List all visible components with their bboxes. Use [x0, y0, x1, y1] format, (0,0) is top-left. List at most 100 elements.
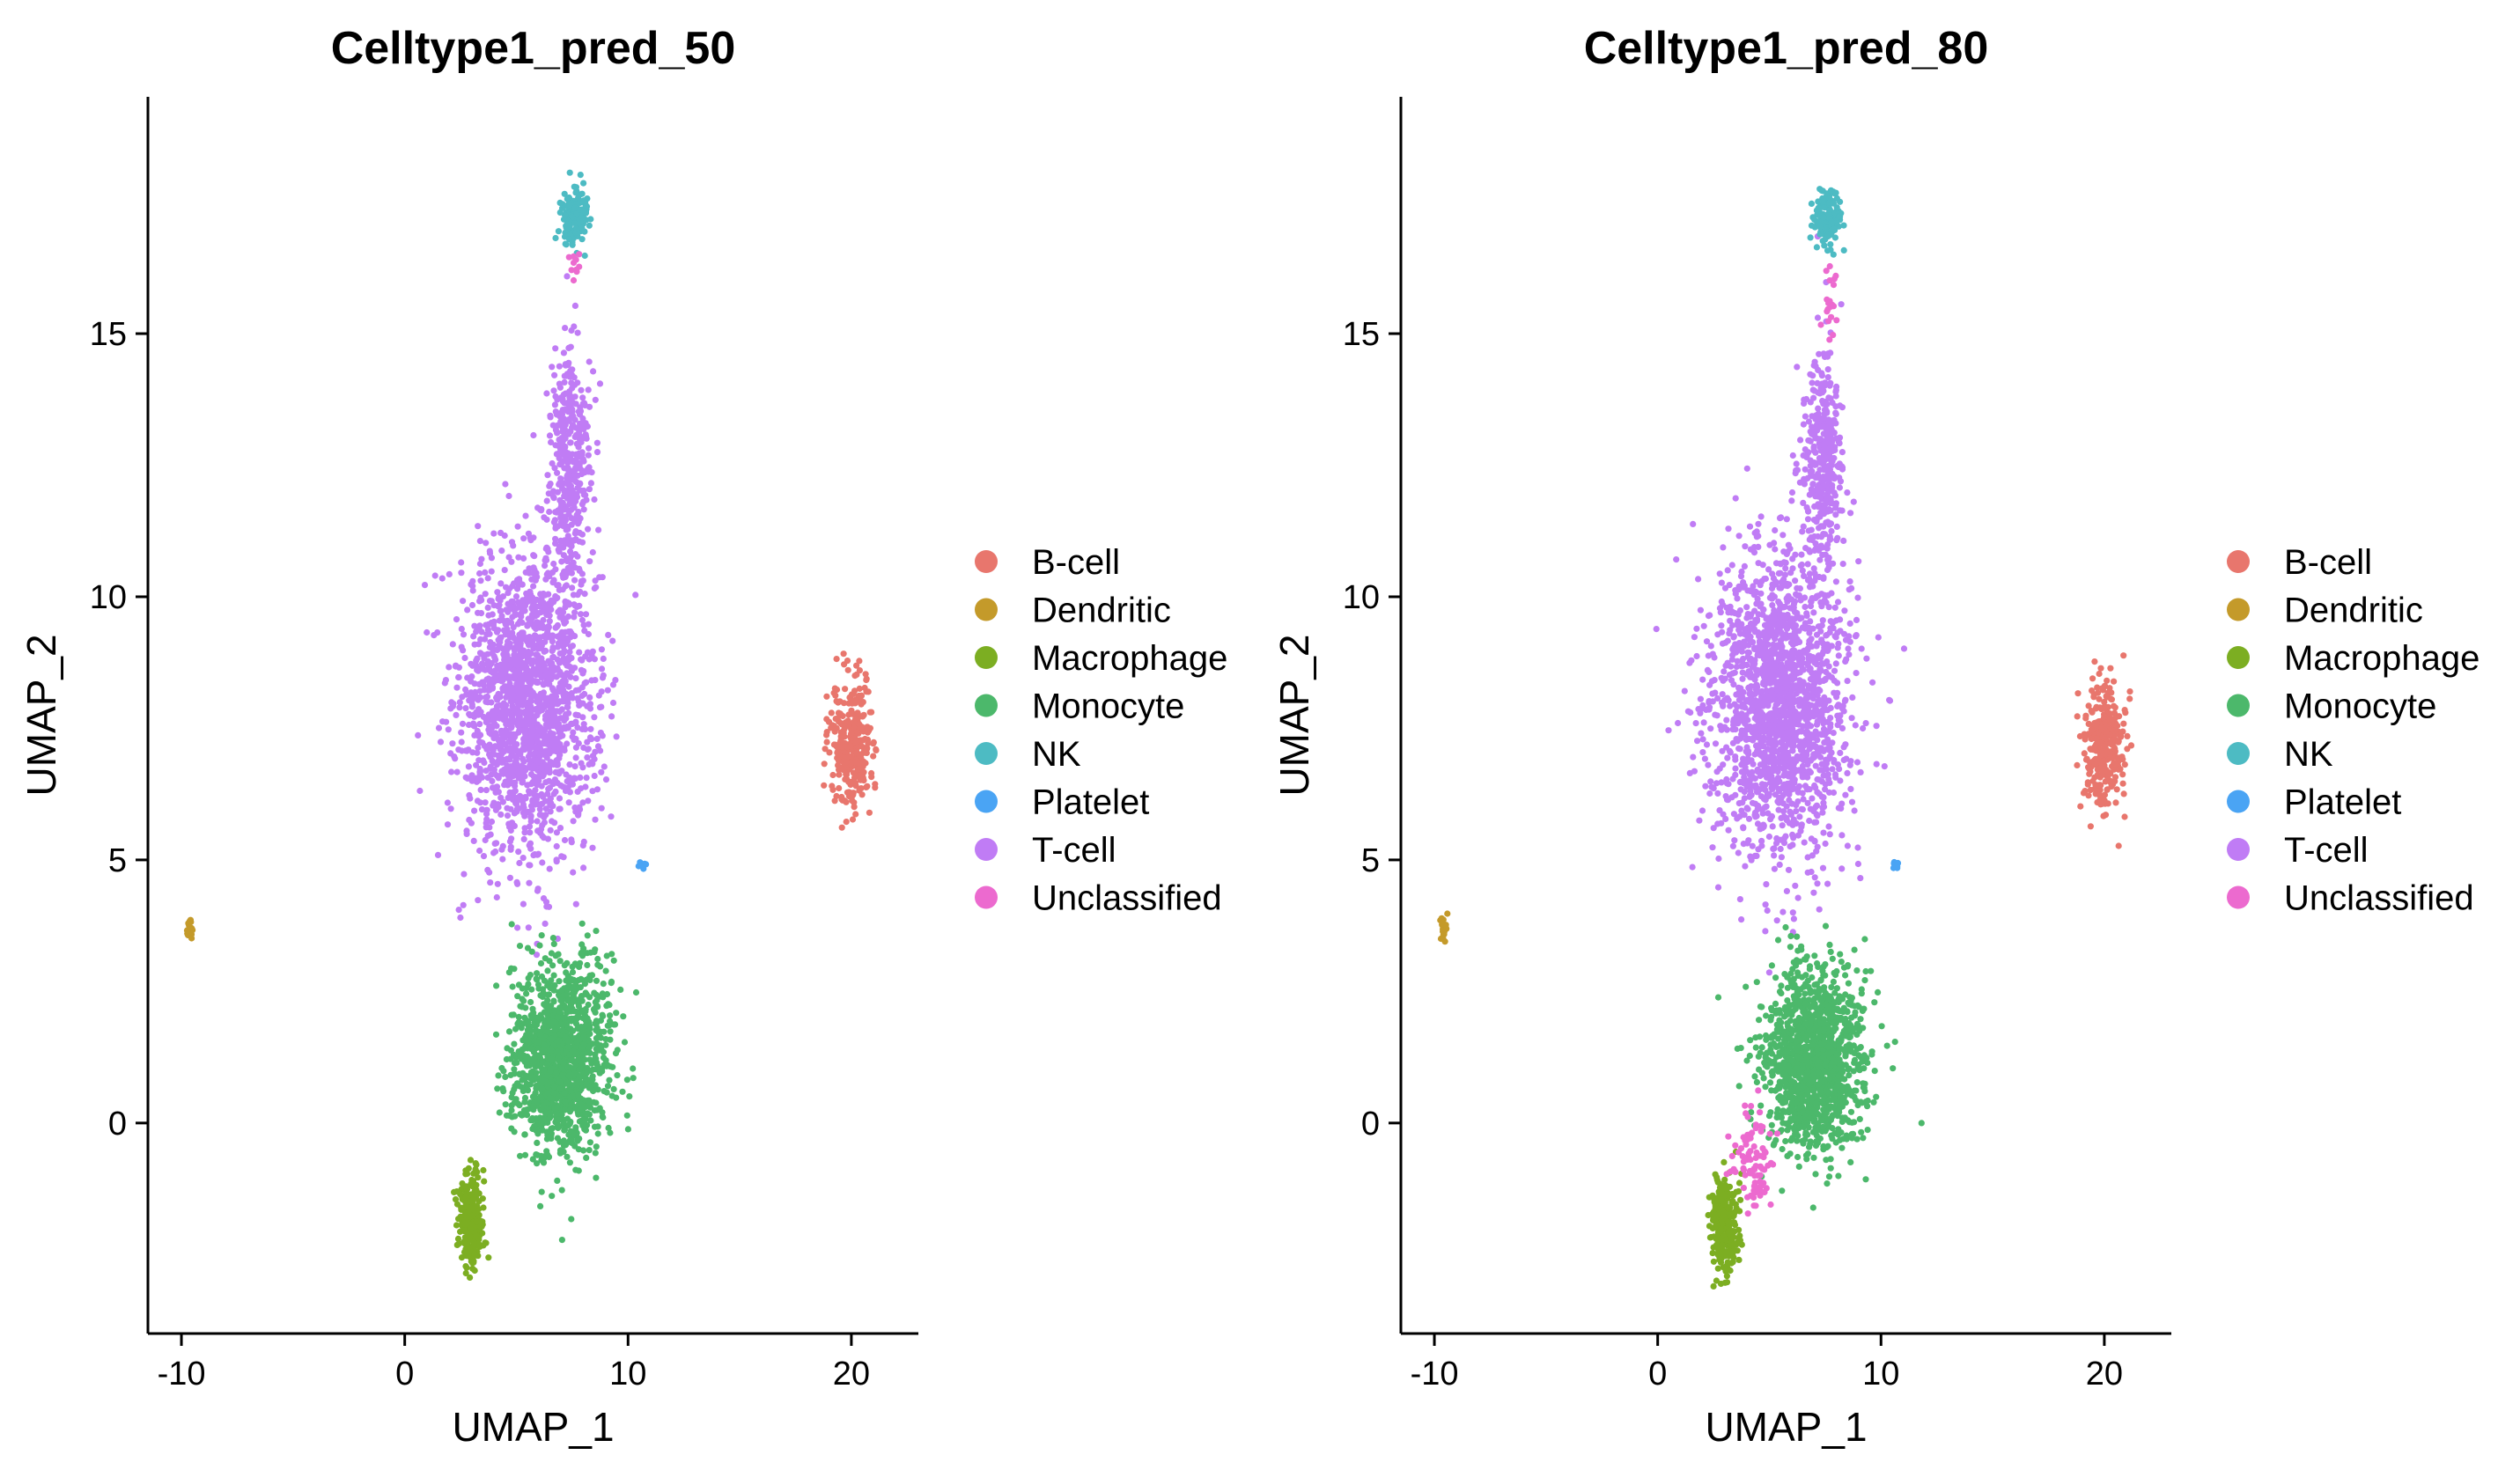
- point-t-cell: [508, 835, 515, 842]
- point-t-cell: [1825, 789, 1833, 796]
- point-t-cell: [563, 640, 570, 648]
- point-t-cell: [502, 481, 509, 488]
- point-t-cell: [477, 786, 484, 794]
- point-t-cell: [546, 742, 554, 750]
- point-t-cell: [512, 686, 520, 693]
- point-t-cell: [1742, 863, 1749, 870]
- point-t-cell: [521, 825, 528, 832]
- point-t-cell: [559, 398, 567, 405]
- point-b-cell: [843, 819, 850, 826]
- point-b-cell: [863, 746, 870, 753]
- point-macrophage: [473, 1161, 480, 1168]
- point-b-cell: [829, 783, 836, 790]
- point-t-cell: [557, 727, 564, 734]
- y-tick-label: 15: [90, 316, 127, 353]
- point-monocyte: [569, 1091, 576, 1099]
- point-t-cell: [546, 618, 553, 625]
- point-t-cell: [475, 706, 483, 713]
- point-t-cell: [455, 673, 462, 681]
- point-t-cell: [515, 849, 522, 856]
- point-b-cell: [858, 693, 865, 701]
- point-macrophage: [463, 1249, 471, 1256]
- point-nk: [578, 236, 586, 243]
- point-t-cell: [602, 776, 610, 783]
- point-t-cell: [585, 621, 593, 628]
- point-monocyte: [594, 1130, 601, 1137]
- point-t-cell: [453, 616, 461, 623]
- point-t-cell: [543, 516, 550, 523]
- point-t-cell: [520, 555, 527, 562]
- point-macrophage: [480, 1166, 487, 1174]
- point-b-cell: [854, 709, 861, 716]
- point-t-cell: [1690, 753, 1697, 761]
- point-monocyte: [508, 1094, 515, 1101]
- point-monocyte: [524, 1106, 531, 1113]
- point-t-cell: [571, 302, 579, 309]
- point-t-cell: [569, 385, 576, 392]
- point-t-cell: [552, 525, 559, 532]
- point-t-cell: [567, 490, 575, 497]
- point-monocyte: [549, 1125, 556, 1132]
- point-monocyte: [510, 1011, 517, 1018]
- point-monocyte: [581, 1056, 588, 1063]
- point-t-cell: [527, 672, 534, 680]
- point-t-cell: [1693, 625, 1700, 632]
- point-t-cell: [540, 680, 547, 687]
- point-t-cell: [572, 431, 580, 438]
- point-t-cell: [564, 557, 571, 565]
- point-t-cell: [445, 726, 452, 733]
- point-monocyte: [575, 1000, 582, 1007]
- point-t-cell: [548, 438, 555, 446]
- point-t-cell: [514, 794, 521, 801]
- point-t-cell: [509, 821, 516, 828]
- point-monocyte: [594, 955, 601, 963]
- point-t-cell: [527, 781, 534, 788]
- point-t-cell: [585, 386, 592, 393]
- point-t-cell: [580, 506, 587, 513]
- point-nk: [556, 199, 564, 206]
- point-monocyte: [523, 984, 530, 992]
- point-t-cell: [561, 493, 568, 500]
- point-b-cell: [854, 766, 861, 773]
- point-monocyte: [556, 1004, 564, 1011]
- point-b-cell: [849, 710, 856, 717]
- point-t-cell: [1848, 715, 1855, 722]
- point-t-cell: [476, 799, 484, 806]
- point-t-cell: [534, 695, 542, 702]
- point-t-cell: [566, 789, 574, 796]
- point-t-cell: [580, 721, 587, 728]
- point-t-cell: [498, 846, 505, 853]
- point-unclassified: [570, 253, 578, 260]
- point-nk: [580, 180, 587, 187]
- point-nk: [566, 169, 573, 176]
- point-monocyte: [527, 1117, 534, 1124]
- point-monocyte: [521, 1099, 528, 1106]
- point-t-cell: [487, 723, 494, 730]
- point-monocyte: [511, 1128, 518, 1135]
- point-t-cell: [579, 799, 586, 806]
- point-t-cell: [1900, 645, 1908, 652]
- point-t-cell: [514, 699, 521, 706]
- point-monocyte: [576, 1066, 583, 1073]
- point-monocyte: [583, 1154, 590, 1161]
- point-monocyte: [564, 1007, 571, 1014]
- point-t-cell: [584, 702, 591, 709]
- point-t-cell: [1831, 604, 1838, 611]
- point-b-cell: [836, 757, 843, 765]
- point-monocyte: [556, 1085, 564, 1092]
- point-macrophage: [467, 1274, 474, 1281]
- point-t-cell: [415, 731, 422, 739]
- point-t-cell: [1853, 632, 1860, 639]
- point-macrophage: [453, 1241, 461, 1248]
- point-t-cell: [577, 774, 584, 782]
- point-t-cell: [557, 475, 564, 482]
- point-t-cell: [584, 754, 591, 761]
- point-monocyte: [608, 980, 615, 987]
- point-macrophage: [467, 1157, 475, 1164]
- point-t-cell: [505, 747, 512, 754]
- point-monocyte: [549, 1018, 557, 1025]
- point-macrophage: [470, 1211, 477, 1219]
- point-t-cell: [1764, 907, 1771, 915]
- point-macrophage: [469, 1265, 476, 1272]
- point-t-cell: [562, 325, 569, 332]
